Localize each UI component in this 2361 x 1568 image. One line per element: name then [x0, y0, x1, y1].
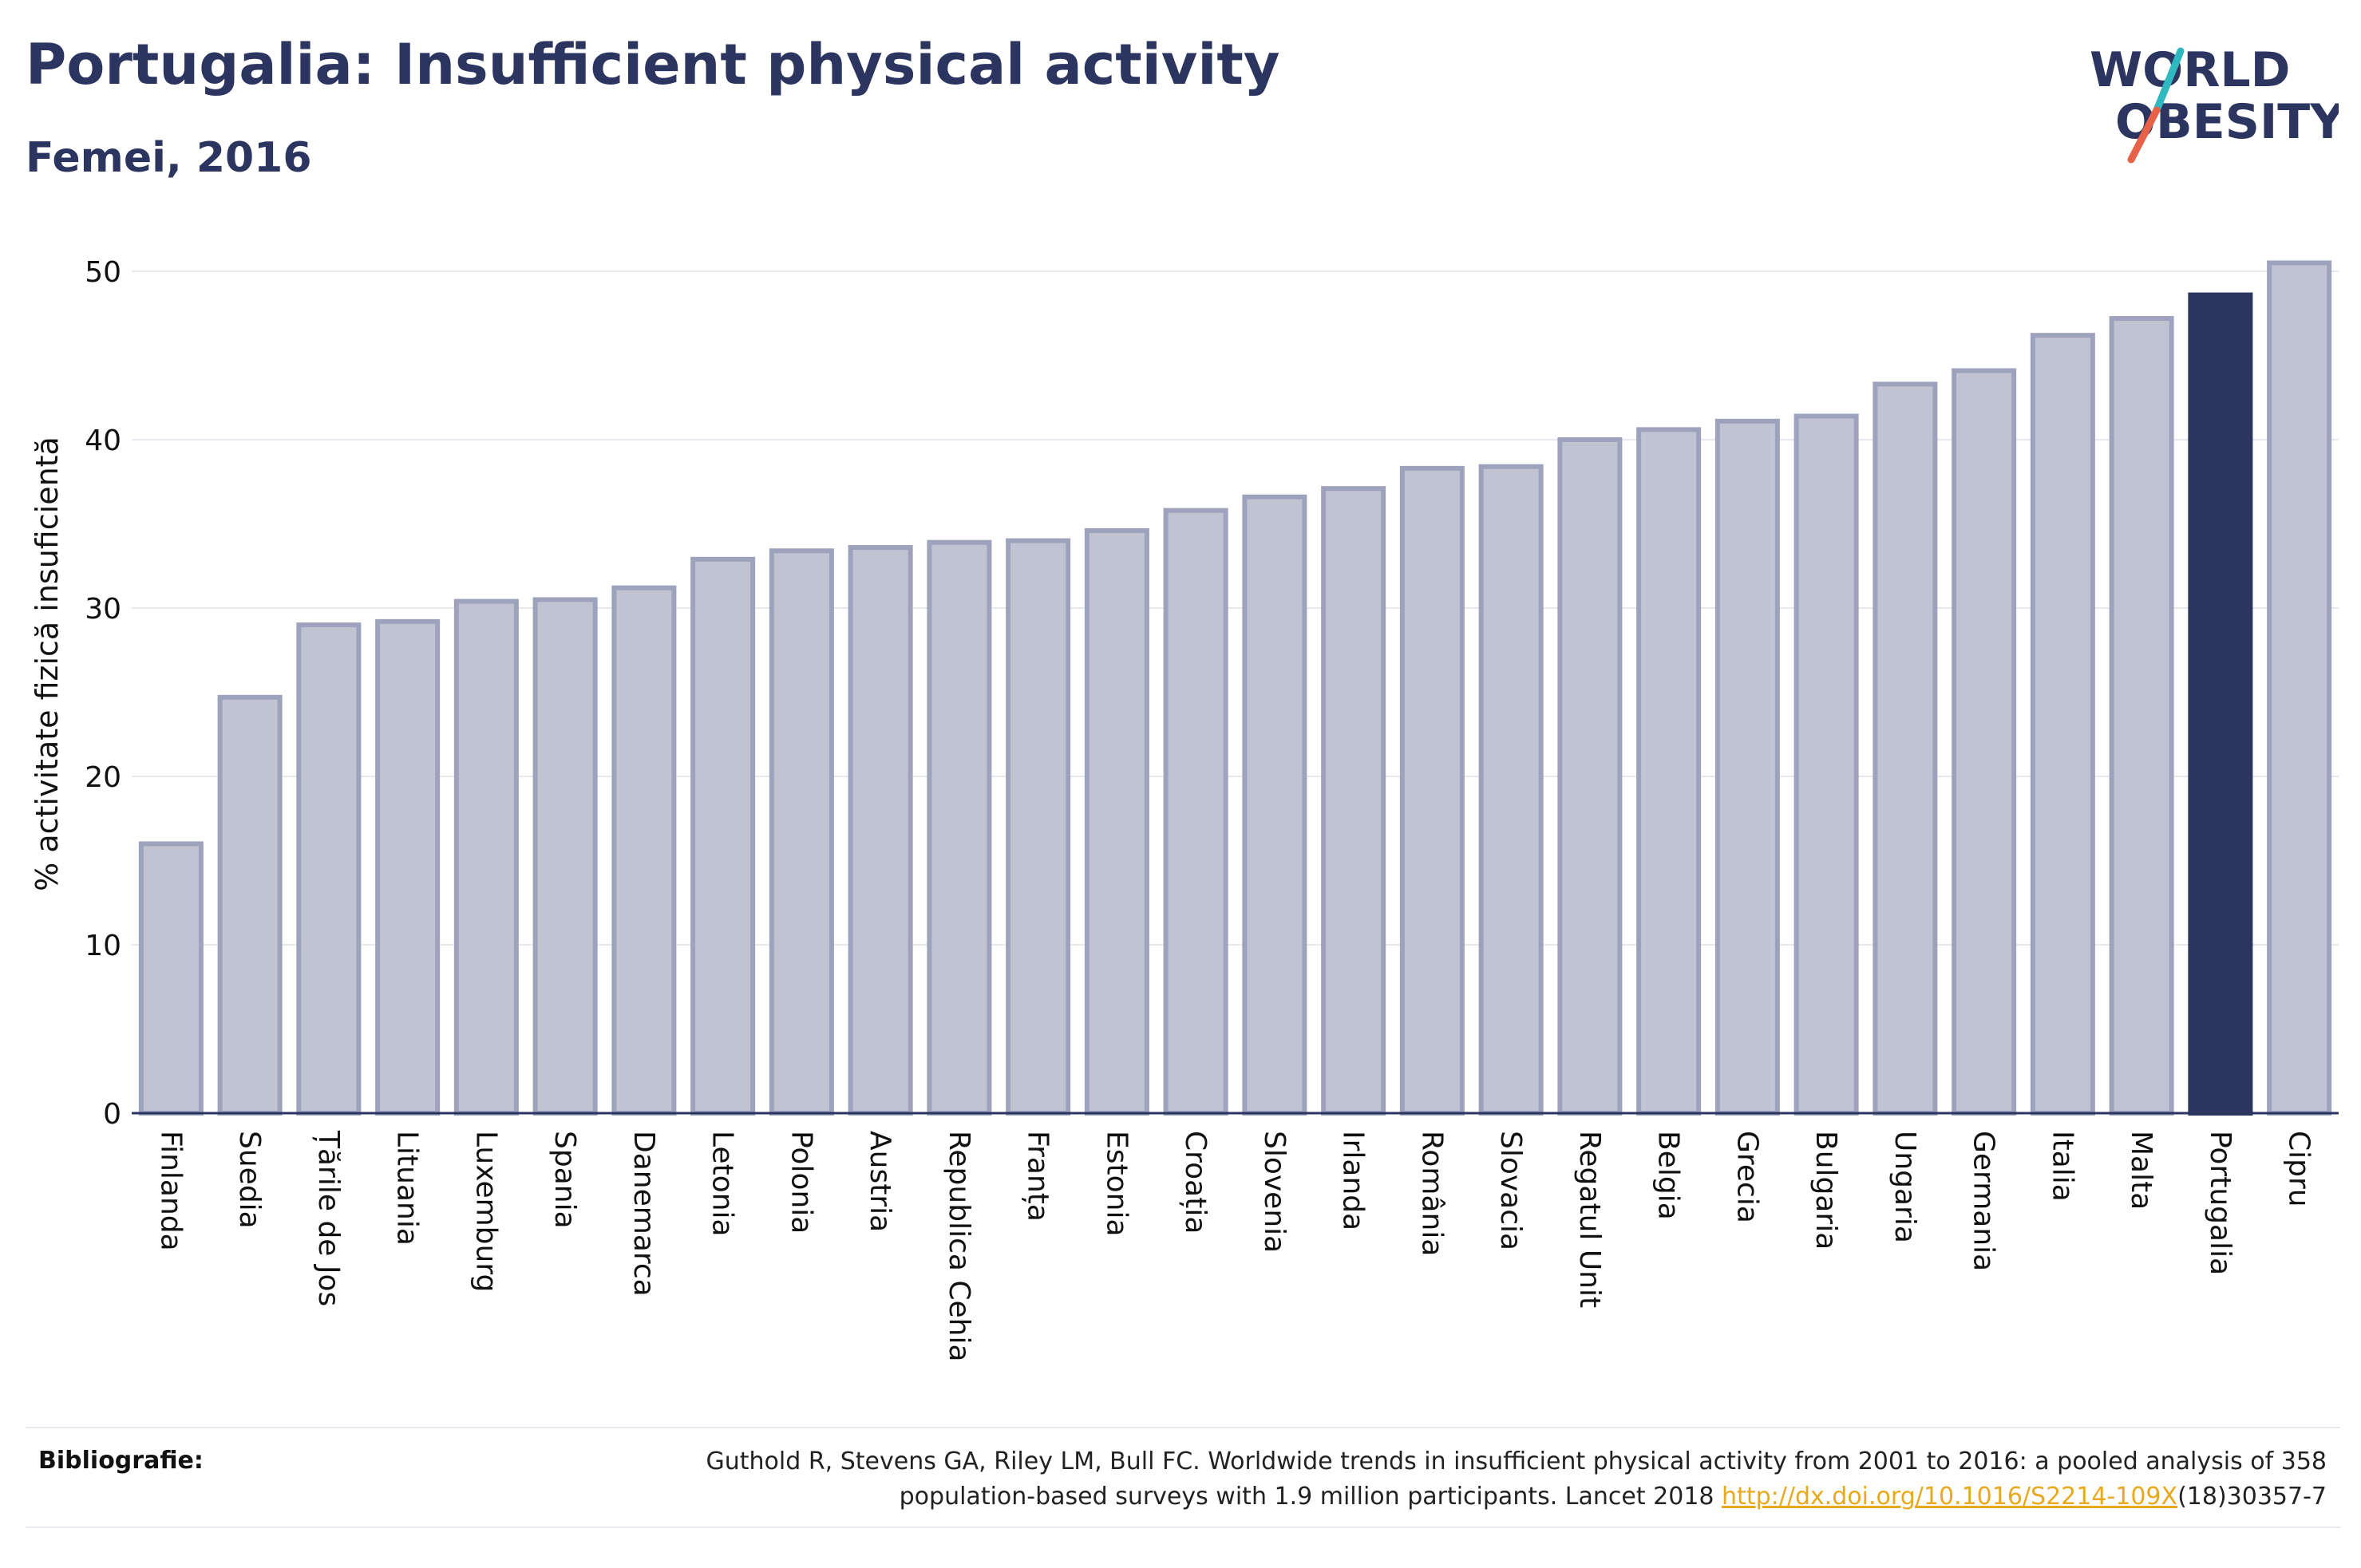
- x-tick-label: Estonia: [1100, 1131, 1133, 1237]
- bar-10: [927, 539, 992, 1116]
- x-tick-label: Luxemburg: [469, 1131, 502, 1292]
- citation-line-2-end: (18)30357-7: [2177, 1483, 2327, 1511]
- bar-8: [769, 548, 834, 1116]
- bar-1: [217, 694, 283, 1116]
- bar-23: [1952, 368, 2017, 1116]
- x-tick-label: Malta: [2125, 1131, 2157, 1210]
- x-tick-label: Germania: [1968, 1131, 2000, 1271]
- citation-line-1: Guthold R, Stevens GA, Riley LM, Bull FC…: [706, 1448, 2327, 1475]
- citation-doi-link[interactable]: http://dx.doi.org/10.1016/S2214-109X: [1722, 1483, 2178, 1511]
- bar-11: [1006, 538, 1071, 1116]
- x-tick-label: Letonia: [706, 1131, 739, 1237]
- bar-19: [1636, 427, 1702, 1116]
- y-tick-label: 20: [85, 761, 121, 794]
- footer-divider-top: [26, 1427, 2340, 1428]
- y-axis-label: % activitate fizică insuficientă: [30, 436, 65, 891]
- bar-3: [375, 618, 441, 1116]
- bar-7: [690, 556, 756, 1116]
- x-tick-label: România: [1415, 1131, 1448, 1256]
- bar-17: [1478, 464, 1544, 1116]
- x-tick-label: Lituania: [391, 1131, 424, 1246]
- bibliography-label: Bibliografie:: [38, 1447, 204, 1475]
- y-tick-label: 10: [85, 930, 121, 962]
- x-tick-label: Belgia: [1652, 1131, 1685, 1220]
- citation-line-2: population-based surveys with 1.9 millio…: [899, 1483, 1722, 1511]
- bar-chart: 0 10 20 30 40 50 Finlanda Suedia Țările de Jos L…: [30, 256, 2339, 1362]
- bar-13: [1163, 508, 1228, 1116]
- x-tick-label: Austria: [864, 1131, 896, 1232]
- x-tick-label: Republica Cehia: [943, 1131, 975, 1362]
- x-tick-label: Danemarca: [627, 1131, 660, 1297]
- bar-5: [532, 597, 598, 1116]
- x-tick-label: Cipru: [2283, 1131, 2316, 1207]
- x-axis-ticks: Finlanda Suedia Țările de Jos Lituania Luxem…: [154, 1130, 2315, 1362]
- x-tick-label: Irlanda: [1337, 1131, 1370, 1230]
- bar-0: [138, 841, 204, 1116]
- bibliography-citation: Guthold R, Stevens GA, Riley LM, Bull FC…: [571, 1444, 2327, 1515]
- bar-24: [2030, 333, 2095, 1116]
- bar-15: [1321, 486, 1386, 1116]
- x-tick-label: Franța: [1022, 1131, 1054, 1222]
- bar-2: [296, 622, 362, 1116]
- y-axis-ticks: 0 10 20 30 40 50: [85, 256, 121, 1131]
- y-tick-label: 50: [85, 256, 121, 289]
- bar-27: [2267, 260, 2332, 1116]
- bars: [138, 260, 2332, 1116]
- logo-text-world: WORLD: [2090, 42, 2290, 98]
- bar-20: [1714, 418, 1780, 1116]
- x-tick-label: Portugalia: [2204, 1131, 2236, 1275]
- footer-divider-bottom: [26, 1527, 2340, 1528]
- bar-9: [848, 545, 913, 1116]
- logo-slash-teal: [2153, 47, 2185, 114]
- y-tick-label: 30: [85, 593, 121, 626]
- bar-22: [1873, 381, 1938, 1116]
- x-tick-label: Ungaria: [1888, 1131, 1921, 1243]
- bar-18: [1557, 437, 1623, 1116]
- world-obesity-logo: WORLD OBESITY: [2090, 42, 2339, 164]
- x-tick-label: Spania: [548, 1131, 581, 1229]
- x-tick-label: Țările de Jos: [312, 1130, 345, 1306]
- x-tick-label: Regatul Unit: [1573, 1131, 1606, 1308]
- x-tick-label: Slovenia: [1258, 1131, 1291, 1253]
- x-tick-label: Finlanda: [154, 1131, 187, 1251]
- chart-title: Portugalia: Insufficient physical activi…: [26, 32, 1280, 97]
- bar-25: [2109, 316, 2174, 1116]
- y-tick-label: 40: [85, 425, 121, 457]
- x-tick-label: Slovacia: [1494, 1131, 1527, 1250]
- x-tick-label: Croația: [1179, 1131, 1212, 1234]
- x-tick-label: Suedia: [233, 1131, 266, 1229]
- bar-12: [1084, 527, 1149, 1116]
- logo-slash-coral: [2127, 106, 2161, 164]
- y-tick-label: 0: [103, 1098, 121, 1131]
- bar-16: [1399, 465, 1465, 1116]
- bar-4: [453, 598, 519, 1116]
- x-tick-label: Bulgaria: [1809, 1131, 1842, 1250]
- bar-14: [1242, 494, 1307, 1116]
- chart-subtitle: Femei, 2016: [26, 134, 312, 182]
- x-tick-label: Grecia: [1730, 1131, 1763, 1223]
- bar-26: [2188, 292, 2253, 1116]
- bar-21: [1793, 413, 1859, 1116]
- x-tick-label: Polonia: [785, 1131, 817, 1234]
- bar-6: [611, 585, 677, 1116]
- x-tick-label: Italia: [2046, 1131, 2078, 1202]
